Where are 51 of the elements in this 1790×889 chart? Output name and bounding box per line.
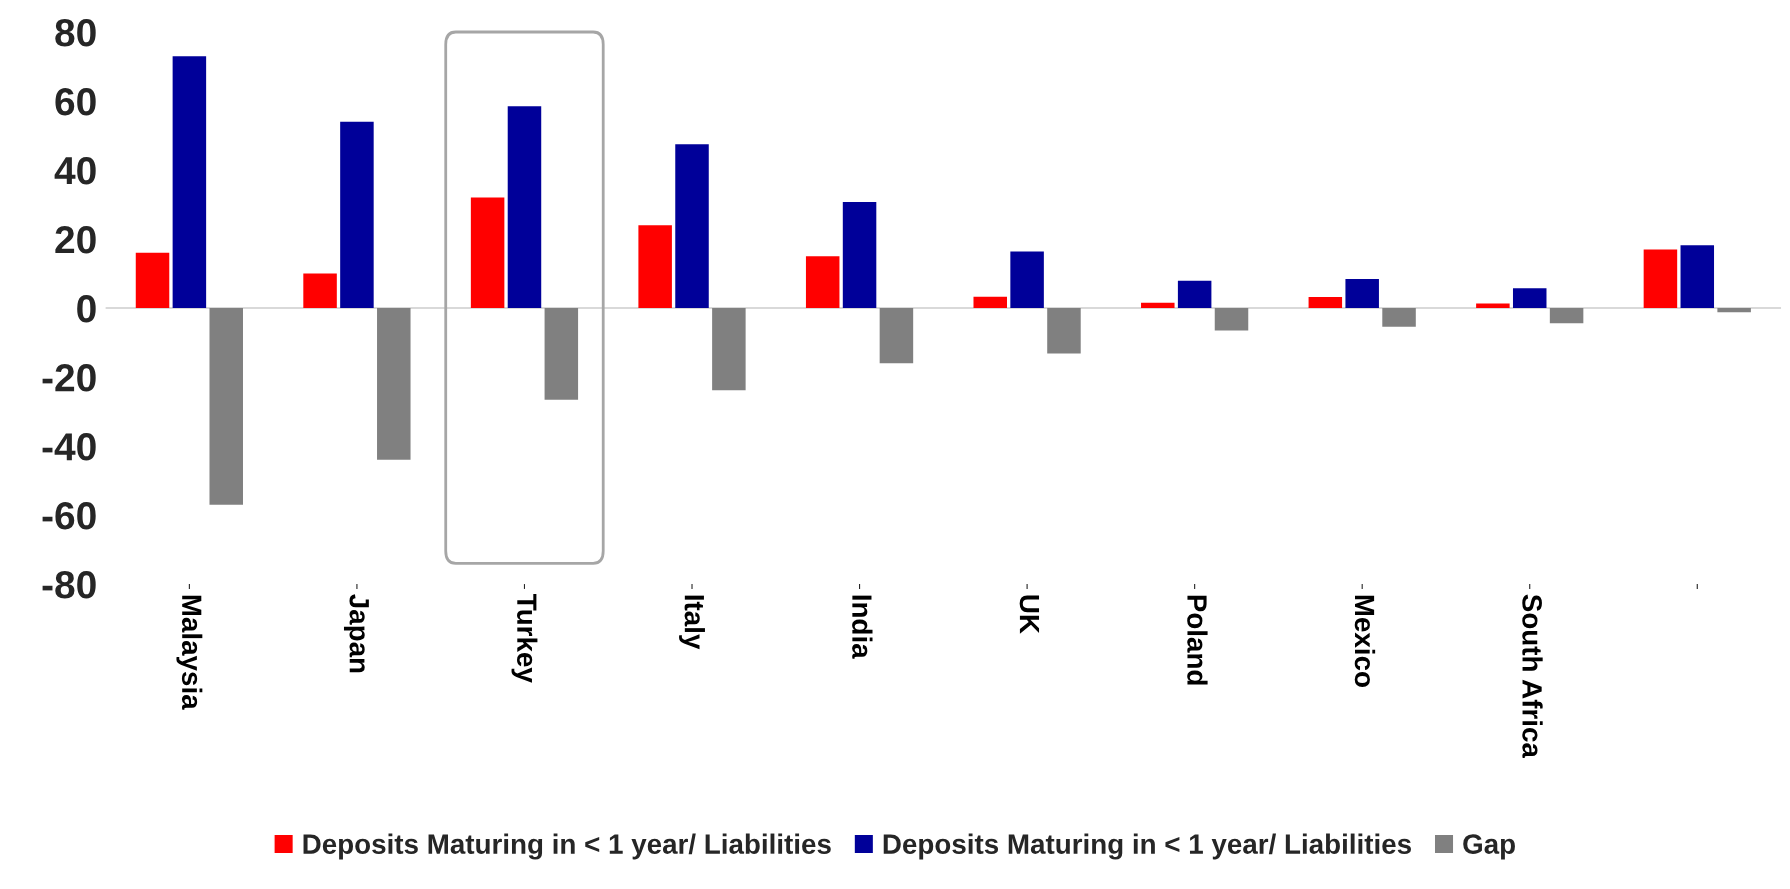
bar xyxy=(470,197,505,309)
y-tick-label: 40 xyxy=(54,156,96,185)
bar xyxy=(842,202,877,309)
bar xyxy=(1549,308,1584,324)
bar xyxy=(377,308,411,460)
bar xyxy=(1643,249,1678,309)
bar xyxy=(209,308,243,505)
bar xyxy=(340,121,374,309)
legend-label: Deposits Maturing in < 1 year/ Liabilities xyxy=(883,833,1411,860)
x-tick-label: UK xyxy=(1019,595,1040,634)
bar xyxy=(1345,279,1379,309)
bar xyxy=(1512,288,1547,309)
y-tick-label: 20 xyxy=(55,225,96,254)
bar xyxy=(172,56,207,309)
bar xyxy=(973,296,1007,309)
x-tick-label: South Africa xyxy=(1522,594,1543,759)
x-tick-label: India xyxy=(852,595,873,659)
bar xyxy=(1214,308,1249,331)
bar xyxy=(303,273,337,309)
bar xyxy=(675,144,709,309)
bar xyxy=(712,308,746,391)
y-tick-label: -40 xyxy=(42,432,96,461)
y-tick-label: -80 xyxy=(42,571,96,599)
x-tick-label: Malaysia xyxy=(176,595,203,710)
bar xyxy=(1717,308,1751,313)
bar xyxy=(1680,245,1715,309)
bar xyxy=(544,308,579,400)
bar xyxy=(1476,303,1510,309)
x-tick-label: Mexico xyxy=(1354,595,1376,687)
y-tick-label: 80 xyxy=(55,18,96,47)
bar xyxy=(805,256,840,309)
y-tick-label: 0 xyxy=(77,294,96,323)
bar xyxy=(1010,251,1044,309)
bar xyxy=(638,225,672,309)
bar xyxy=(507,106,542,309)
legend-label: Gap xyxy=(1463,834,1515,860)
bar xyxy=(879,308,914,364)
y-tick-label: -60 xyxy=(42,502,96,530)
bar xyxy=(1382,308,1416,327)
bar xyxy=(1141,302,1175,309)
bar xyxy=(1047,308,1081,354)
x-tick-label: Turkey xyxy=(511,594,538,683)
y-tick-label: 60 xyxy=(55,87,96,116)
bar xyxy=(135,252,170,309)
x-tick-label: Poland xyxy=(1187,595,1208,685)
legend-label: Deposits Maturing in < 1 year/ Liabilities xyxy=(303,833,831,860)
bar xyxy=(1177,280,1212,309)
y-tick-label: -20 xyxy=(42,363,96,392)
bar xyxy=(1308,297,1343,309)
x-tick-label: Italy xyxy=(679,595,705,650)
x-tick-label: Japan xyxy=(343,594,369,673)
